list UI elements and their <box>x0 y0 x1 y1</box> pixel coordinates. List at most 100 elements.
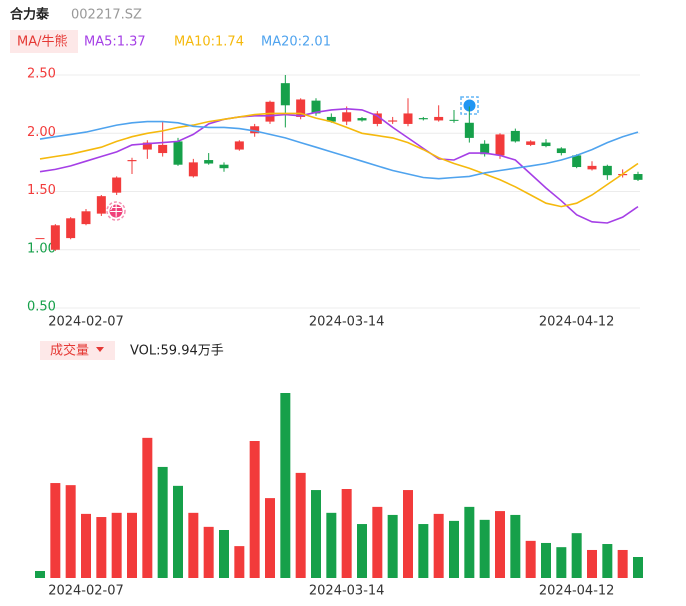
x-tick-label: 2024-03-14 <box>309 584 385 599</box>
y-tick-label: 1.50 <box>27 183 56 198</box>
volume-bar <box>571 533 582 578</box>
volume-subtitle: VOL:59.94万手 <box>130 344 224 359</box>
volume-box[interactable] <box>40 341 115 360</box>
candle-body <box>188 162 198 177</box>
candle-body <box>526 141 536 145</box>
volume-bar <box>35 570 45 578</box>
candle-body <box>372 113 382 124</box>
volume-bar <box>142 437 153 578</box>
volume-bar <box>188 512 199 578</box>
volume-bar <box>249 441 260 578</box>
legend-box[interactable] <box>10 30 78 53</box>
volume-bar <box>387 514 398 578</box>
candle-body <box>342 112 352 122</box>
volume-bar <box>65 485 76 578</box>
volume-bar <box>525 540 536 578</box>
volume-bar <box>265 498 275 578</box>
volume-bar <box>541 542 551 578</box>
candle-body <box>495 134 505 156</box>
volume-bar <box>311 490 321 578</box>
ma-line <box>39 120 639 180</box>
volume-bar <box>219 529 229 578</box>
volume-bar <box>602 544 613 578</box>
candle-body <box>633 174 643 180</box>
x-tick-label: 2024-02-07 <box>48 584 124 599</box>
x-tick-label: 2024-04-12 <box>539 315 615 330</box>
volume-bar <box>556 547 567 578</box>
volume-bar <box>127 512 137 578</box>
y-tick-label: 2.50 <box>27 67 56 82</box>
ma-line <box>39 112 639 208</box>
candle-body <box>219 164 229 169</box>
chart-subtitle: 002217.SZ <box>71 8 142 23</box>
candle-body <box>81 211 91 225</box>
candle-body <box>250 126 260 134</box>
candle-body <box>311 100 321 114</box>
candle-body <box>434 116 444 121</box>
dropdown-arrow[interactable] <box>96 347 104 352</box>
volume-bar <box>449 520 459 578</box>
candle-body <box>403 113 413 124</box>
x-tick-label: 2024-03-14 <box>309 315 385 330</box>
candle-body <box>234 141 244 150</box>
volume-bar <box>295 472 306 578</box>
candle-body <box>50 225 60 250</box>
candle-body <box>112 177 122 193</box>
legend-entry: MA5:1.37 <box>84 35 146 50</box>
candle-body <box>480 143 490 155</box>
legend-entry: MA10:1.74 <box>174 35 244 50</box>
volume-bar <box>280 393 291 578</box>
y-tick-label: 2.00 <box>27 125 56 140</box>
candle-body <box>464 122 474 138</box>
volume-bar <box>157 466 168 578</box>
candle-body <box>66 218 76 239</box>
candle-body <box>587 165 597 170</box>
candle-body <box>204 160 214 164</box>
volume-title[interactable]: 成交量 <box>50 343 89 359</box>
candle-body <box>158 144 168 154</box>
ma-line <box>39 107 639 224</box>
candle-body <box>541 142 551 147</box>
candle-body <box>602 165 612 176</box>
x-tick-label: 2024-04-12 <box>539 584 615 599</box>
chart-title: 合力泰 <box>10 7 50 23</box>
volume-bar <box>617 549 628 578</box>
volume-bar <box>173 485 183 578</box>
volume-bar <box>357 524 367 578</box>
volume-bar <box>418 524 429 578</box>
volume-bar <box>587 549 597 578</box>
volume-bar <box>464 506 475 578</box>
legend-entry: MA20:2.01 <box>261 35 331 50</box>
candle-body <box>173 141 183 165</box>
legend-label[interactable]: MA/牛熊 <box>17 34 68 50</box>
candle-body <box>127 160 137 162</box>
candle-body <box>96 196 106 214</box>
candle-body <box>510 130 520 142</box>
candle-body <box>388 120 398 122</box>
volume-bar <box>234 546 245 578</box>
volume-bar <box>50 483 61 578</box>
bull-label: 牛 <box>109 205 122 220</box>
candle-body <box>296 99 306 117</box>
candle-body <box>556 148 566 154</box>
volume-bar <box>510 514 521 578</box>
candle-body <box>449 119 459 121</box>
candle-body <box>35 238 45 240</box>
candle-body <box>572 155 582 168</box>
volume-bar <box>111 512 122 578</box>
volume-bar <box>633 556 643 578</box>
candle-body <box>142 142 152 150</box>
candle-body <box>357 118 367 121</box>
volume-bar <box>203 526 214 578</box>
volume-bar <box>96 517 107 578</box>
volume-bar <box>433 513 444 578</box>
volume-bar <box>81 513 91 578</box>
bull-icon: 牛 <box>106 201 126 221</box>
volume-bar <box>372 506 383 578</box>
x-tick-label: 2024-02-07 <box>48 315 124 330</box>
candle-body <box>326 116 336 122</box>
volume-bar <box>479 519 490 578</box>
volume-bar <box>403 490 413 578</box>
candle-body <box>280 83 290 106</box>
